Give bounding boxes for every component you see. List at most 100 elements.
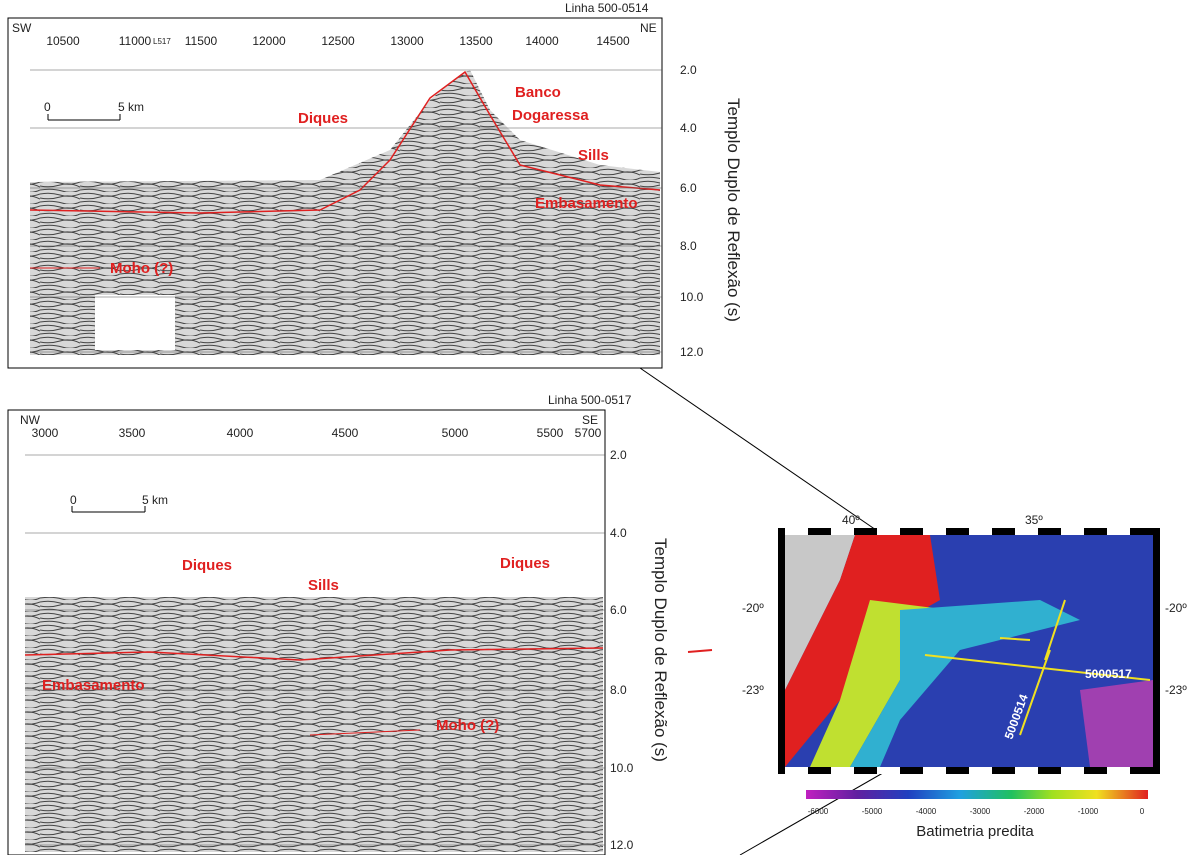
checker bbox=[831, 767, 854, 774]
mark bbox=[687, 649, 713, 653]
deep bbox=[1080, 680, 1153, 767]
y-tick-label: 6.0 bbox=[610, 603, 627, 617]
moho-line bbox=[309, 729, 421, 736]
scale: 0 bbox=[44, 100, 51, 114]
y-tick-label: 12.0 bbox=[680, 345, 704, 359]
top-panel: Linha 500-0514 SW NE L517 0 5 km Templo … bbox=[7, 1, 743, 369]
checker bbox=[785, 528, 808, 535]
colorbar-title: Batimetria predita bbox=[916, 823, 1034, 840]
survey-lines bbox=[924, 599, 1151, 736]
x-tick-label: 5700 bbox=[575, 426, 602, 440]
bottom-panel: Linha 500-0517 NW SE 0 5 km Templo Duplo… bbox=[7, 393, 670, 856]
x-tick-label: 14000 bbox=[525, 34, 559, 48]
x-tick-label: 4500 bbox=[332, 426, 359, 440]
checker bbox=[1107, 767, 1130, 774]
scale: 5 km bbox=[142, 493, 168, 507]
y-tick-label: 10.0 bbox=[610, 761, 634, 775]
checker bbox=[923, 528, 946, 535]
x-tick-label: 10500 bbox=[46, 34, 80, 48]
x-tick-label: 12500 bbox=[321, 34, 355, 48]
lat-label: -23º bbox=[742, 683, 764, 697]
line-label: Linha 500-0517 bbox=[548, 393, 632, 407]
checker bbox=[831, 528, 854, 535]
x-tick-label: 3000 bbox=[32, 426, 59, 440]
horizon bbox=[24, 647, 604, 661]
y-tick-label: 8.0 bbox=[680, 239, 697, 253]
seismic bbox=[30, 70, 660, 355]
x-tick-label: 11500 bbox=[185, 34, 218, 48]
colorbar-tick: -3000 bbox=[970, 807, 991, 816]
annotation: Sills bbox=[578, 147, 609, 164]
dir: SE bbox=[582, 413, 598, 427]
annotation: Diques bbox=[298, 110, 348, 127]
annotation: Moho (?) bbox=[436, 717, 499, 734]
colorbar-tick: -2000 bbox=[1024, 807, 1045, 816]
annotation: Diques bbox=[500, 555, 550, 572]
y-tick-label: 2.0 bbox=[610, 448, 627, 462]
y-tick-label: 10.0 bbox=[680, 290, 704, 304]
horizon bbox=[29, 70, 661, 214]
checker bbox=[969, 528, 992, 535]
colorbar-tick: 0 bbox=[1140, 807, 1145, 816]
scale: 5 km bbox=[118, 100, 144, 114]
colorbar bbox=[806, 790, 1148, 799]
checker bbox=[785, 767, 808, 774]
dir: NE bbox=[640, 21, 657, 35]
y-tick-label: 4.0 bbox=[680, 121, 697, 135]
y-tick-label: 12.0 bbox=[610, 838, 634, 852]
marker: L517 bbox=[153, 37, 171, 46]
seismic bbox=[25, 597, 603, 852]
x-tick-label: 11000 bbox=[119, 34, 152, 48]
scale: 0 bbox=[70, 493, 77, 507]
line-label: 5000517 bbox=[1085, 667, 1132, 681]
checker bbox=[1015, 528, 1038, 535]
checker bbox=[877, 528, 900, 535]
checker bbox=[1061, 528, 1084, 535]
annotation: Dogaressa bbox=[512, 107, 589, 124]
checker bbox=[969, 767, 992, 774]
colorbar-tick: -6000 bbox=[808, 807, 829, 816]
annotation: Moho (?) bbox=[110, 260, 173, 277]
y-tick-label: 4.0 bbox=[610, 526, 627, 540]
annotation: Diques bbox=[182, 557, 232, 574]
y-tick-label: 2.0 bbox=[680, 63, 697, 77]
colorbar-tick: -5000 bbox=[862, 807, 883, 816]
lat-label: -23º bbox=[1165, 683, 1187, 697]
x-tick-label: 14500 bbox=[596, 34, 630, 48]
y-tick-label: 8.0 bbox=[610, 683, 627, 697]
x-tick-label: 3500 bbox=[119, 426, 146, 440]
map: 40º 35º -20º -20º -23º -23º 5000517 5000… bbox=[639, 367, 1187, 856]
rise bbox=[850, 600, 1080, 767]
checker bbox=[923, 767, 946, 774]
annotation: Sills bbox=[308, 577, 339, 594]
checker bbox=[1061, 767, 1084, 774]
scale-bar bbox=[71, 506, 146, 513]
x-tick-label: 13000 bbox=[390, 34, 424, 48]
y-label: Templo Duplo de Reflexão (s) bbox=[724, 98, 743, 322]
x-tick-label: 12000 bbox=[252, 34, 286, 48]
annotation: Embasamento bbox=[42, 677, 145, 694]
checker bbox=[1015, 767, 1038, 774]
scale-bar bbox=[47, 114, 121, 121]
y-tick-label: 6.0 bbox=[680, 181, 697, 195]
x-tick-label: 13500 bbox=[459, 34, 493, 48]
x-tick-label: 5000 bbox=[442, 426, 469, 440]
dir: SW bbox=[12, 21, 32, 35]
x-tick-label: 5500 bbox=[537, 426, 564, 440]
blank bbox=[95, 295, 175, 350]
lat-label: -20º bbox=[742, 601, 764, 615]
checker bbox=[877, 767, 900, 774]
lon-label: 35º bbox=[1025, 513, 1043, 527]
line-label: Linha 500-0514 bbox=[565, 1, 649, 15]
dir: NW bbox=[20, 413, 41, 427]
colorbar-tick: -4000 bbox=[916, 807, 937, 816]
y-label: Templo Duplo de Reflexão (s) bbox=[651, 538, 670, 762]
x-tick-label: 4000 bbox=[227, 426, 254, 440]
annotation: Embasamento bbox=[535, 195, 638, 212]
colorbar-tick: -1000 bbox=[1078, 807, 1099, 816]
annotation: Banco bbox=[515, 84, 561, 101]
land bbox=[785, 535, 855, 690]
lat-label: -20º bbox=[1165, 601, 1187, 615]
checker bbox=[1107, 528, 1130, 535]
lon-label: 40º bbox=[842, 513, 860, 527]
